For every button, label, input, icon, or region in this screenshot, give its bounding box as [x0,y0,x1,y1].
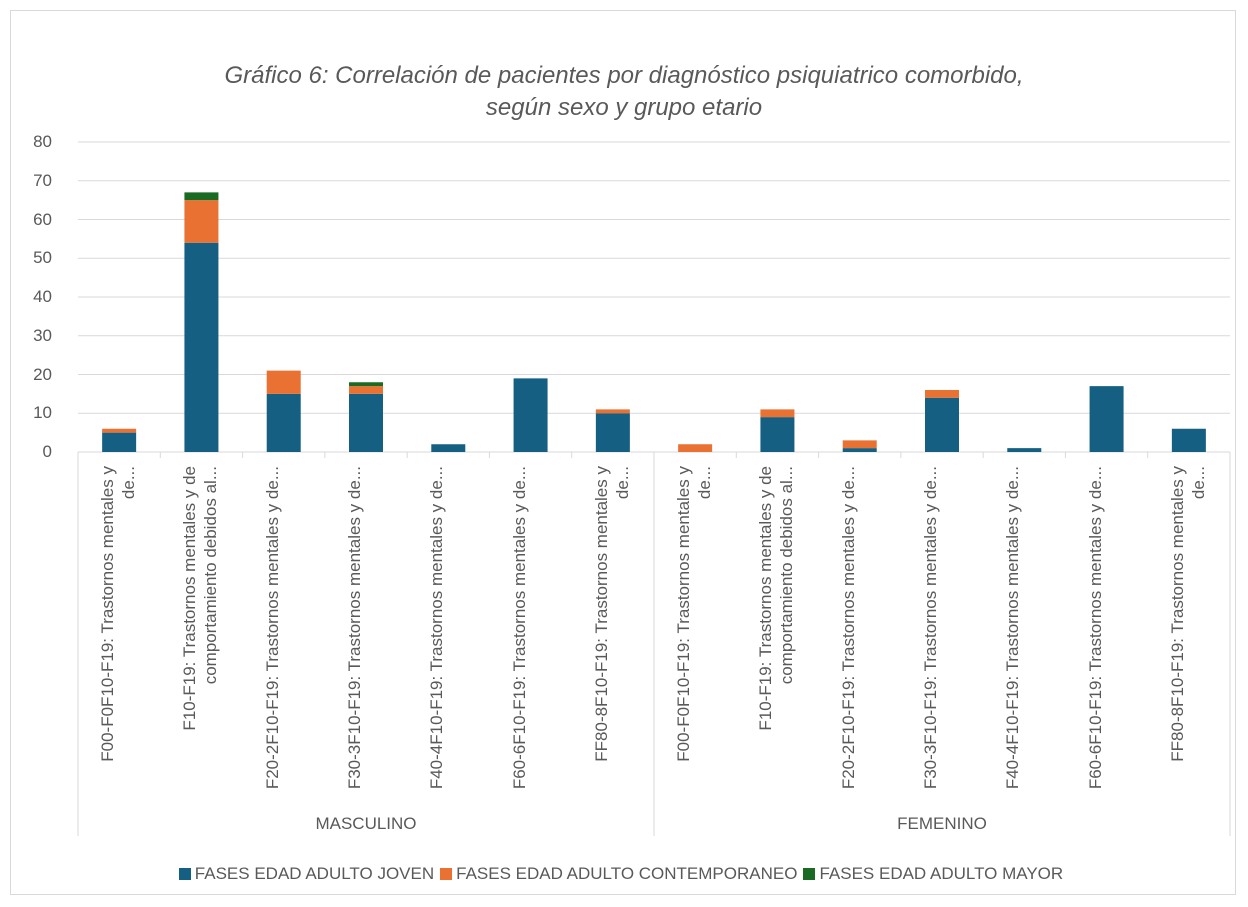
x-tick-label: F00-F0F10-F19: Trastornos mentales y de.… [674,466,715,762]
y-tick-label: 80 [33,132,52,151]
x-tick-label: F30-3F10-F19: Trastornos mentales y de..… [921,466,940,790]
x-tick-label: F20-2F10-F19: Trastornos mentales y de..… [262,466,282,790]
x-tick-label: F40-4F10-F19: Trastornos mentales y de..… [1003,466,1023,790]
bar-segment [349,393,383,452]
bar-segment [349,386,383,394]
group-label: MASCULINO [315,814,417,833]
legend-label: FASES EDAD ADULTO MAYOR [819,864,1064,883]
legend-label: FASES EDAD ADULTO CONTEMPORANEO [456,864,798,883]
bar-segment [925,397,959,452]
legend-swatch [440,868,453,880]
y-tick-label: 10 [33,403,52,423]
bar-segment [925,390,959,398]
x-tick-label: F60-6F10-F19: Trastornos mentales y de..… [509,466,529,790]
y-tick-label: 20 [33,364,52,384]
y-tick-label: 60 [33,209,52,229]
x-tick-label: F60-6F10-F19: Trastornos mentales y de..… [1085,466,1105,790]
x-tick-label: F40-4F10-F19: Trastornos mentales y de..… [427,466,447,790]
bar-segment [349,382,383,387]
legend-swatch [178,868,191,880]
bar-segment [1089,386,1124,452]
x-tick-label: F10-F19: Trastornos mentales y de compor… [180,466,221,731]
bar-segment [102,428,137,433]
legend-item: FASES EDAD ADULTO MAYOR [803,864,1063,884]
x-tick-label: F20-2F10-F19: Trastornos mentales y de..… [838,466,858,790]
bar-segment [1007,448,1042,452]
chart-frame [10,10,1236,895]
legend: FASES EDAD ADULTO JOVEN FASES EDAD ADULTO… [0,864,1248,884]
bar-segment [842,440,877,449]
bar-segment [513,378,548,452]
bar-segment [431,444,466,452]
bar-segment [266,393,301,452]
legend-item: FASES EDAD ADULTO CONTEMPORANEO [440,864,797,884]
legend-label: FASES EDAD ADULTO JOVEN [194,864,435,883]
bar-segment [595,413,630,452]
bar-segment [678,444,713,452]
y-tick-label: 40 [33,287,52,306]
bar-segment [102,432,137,452]
y-tick-label: 70 [33,170,52,190]
x-tick-label: F10-F19: Trastornos mentales y de compor… [756,466,797,731]
bar-segment [1171,428,1206,452]
bar-segment [184,242,219,452]
bar-segment [184,200,219,243]
y-tick-label: 50 [33,248,52,268]
bar-segment [266,370,301,394]
legend-swatch [803,868,816,880]
bar-segment [760,417,795,452]
bar-segment [842,448,877,452]
legend-item: FASES EDAD ADULTO JOVEN [178,864,435,884]
x-tick-label: F00-F0F10-F19: Trastornos mentales y de.… [98,466,139,762]
bar-segment [595,409,630,414]
y-tick-label: 0 [42,442,52,461]
group-label: FEMENINO [897,814,987,833]
x-tick-label: F30-3F10-F19: Trastornos mentales y de..… [345,466,364,790]
bar-segment [184,192,219,201]
bar-segment [760,409,795,418]
y-tick-label: 30 [33,325,52,345]
x-tick-label: FF80-8F10-F19: Trastornos mentales y de.… [591,466,632,762]
x-tick-label: FF80-8F10-F19: Trastornos mentales y de.… [1167,466,1208,762]
chart-title: Gráfico 6: Correlación de pacientes por … [224,62,1024,121]
